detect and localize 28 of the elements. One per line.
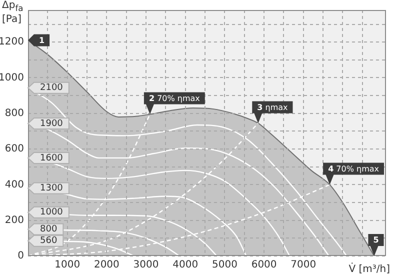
- y-tick-label: 0: [18, 250, 24, 262]
- y-tick-label: 1000: [0, 72, 24, 84]
- series-label: 1300: [40, 184, 64, 194]
- annotation: 4 70% ηmax: [328, 164, 380, 174]
- x-tick-label: 2000: [94, 260, 120, 271]
- x-tick-label: 6000: [251, 260, 277, 271]
- y-tick-label: 600: [4, 144, 24, 155]
- series-label: 2100: [40, 83, 64, 94]
- series-label: 1000: [40, 208, 64, 218]
- annotation: 5: [373, 236, 380, 245]
- x-tick-label: 4000: [172, 260, 198, 271]
- series-label: 800: [40, 224, 58, 235]
- series-label: 560: [40, 236, 58, 246]
- annotation: 1: [39, 36, 45, 45]
- series-label: 1900: [40, 118, 64, 129]
- annotation: 2 70% ηmax: [148, 94, 200, 103]
- x-axis-title: V̇ [m³/h]: [348, 264, 390, 275]
- series-label: 1600: [40, 153, 64, 164]
- y-tick-label: 1200: [0, 36, 24, 48]
- y-axis-title: Δp$_{fa}$ [Pa]: [2, 0, 24, 26]
- x-tick-label: 5000: [212, 260, 238, 271]
- y-tick-label: 400: [4, 179, 24, 190]
- x-tick-label: 1000: [54, 260, 80, 271]
- x-tick-label: 7000: [290, 260, 316, 271]
- annotation: 3 ηmax: [257, 102, 288, 112]
- x-tick-label: 3000: [133, 260, 159, 271]
- y-tick-label: 200: [4, 214, 24, 226]
- y-tick-label: 800: [4, 108, 24, 119]
